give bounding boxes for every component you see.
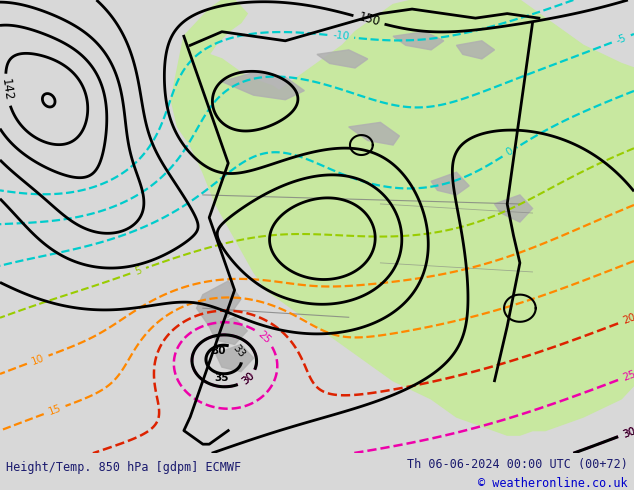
Text: 30: 30 xyxy=(621,425,634,440)
Polygon shape xyxy=(222,73,304,99)
Polygon shape xyxy=(393,32,444,50)
Text: 30: 30 xyxy=(240,371,256,387)
Text: 20: 20 xyxy=(621,312,634,326)
Polygon shape xyxy=(197,281,241,326)
Text: Th 06-06-2024 00:00 UTC (00+72): Th 06-06-2024 00:00 UTC (00+72) xyxy=(407,458,628,471)
Text: 25: 25 xyxy=(256,329,272,345)
Text: 30: 30 xyxy=(240,371,256,387)
Polygon shape xyxy=(349,122,399,145)
Polygon shape xyxy=(456,41,495,59)
Text: 35: 35 xyxy=(215,373,229,384)
Text: -10: -10 xyxy=(332,30,349,42)
Polygon shape xyxy=(171,0,634,435)
Polygon shape xyxy=(495,195,533,222)
Text: © weatheronline.co.uk: © weatheronline.co.uk xyxy=(478,477,628,490)
Text: 10: 10 xyxy=(30,353,46,367)
Polygon shape xyxy=(317,50,368,68)
Text: 15: 15 xyxy=(47,403,63,417)
Text: 5: 5 xyxy=(133,265,143,276)
Text: -5: -5 xyxy=(615,32,628,46)
Polygon shape xyxy=(216,344,254,371)
Polygon shape xyxy=(431,172,469,195)
Text: 142: 142 xyxy=(0,78,15,102)
Text: 0: 0 xyxy=(504,146,515,158)
Text: 30: 30 xyxy=(212,346,226,356)
Text: 150: 150 xyxy=(356,11,382,29)
Text: 25: 25 xyxy=(621,369,634,383)
Text: Height/Temp. 850 hPa [gdpm] ECMWF: Height/Temp. 850 hPa [gdpm] ECMWF xyxy=(6,462,242,474)
Polygon shape xyxy=(209,318,247,344)
Text: 33: 33 xyxy=(231,343,247,360)
Text: 30: 30 xyxy=(621,425,634,440)
